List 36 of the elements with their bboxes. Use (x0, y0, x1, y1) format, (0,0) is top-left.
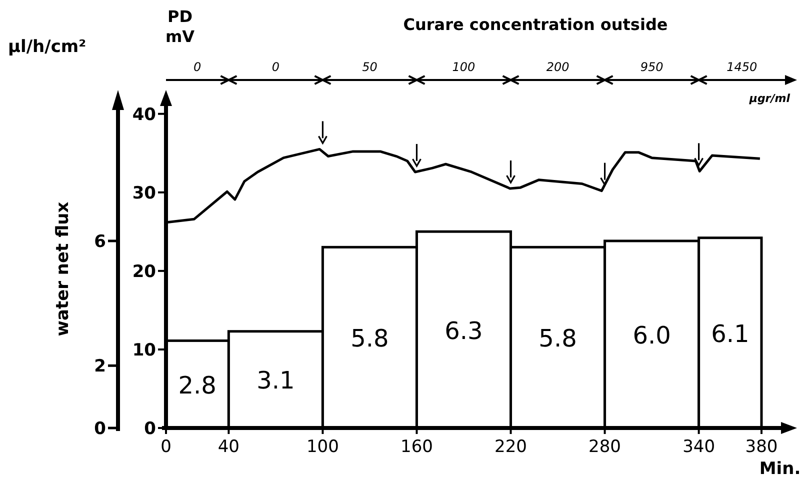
y-axis-title: water net flux (53, 202, 73, 336)
data-label: 3.1 (256, 366, 295, 395)
text: 1450 (726, 60, 758, 74)
y2-tick-label: 40 (132, 104, 156, 125)
data-label: 5.8 (350, 324, 389, 353)
text: 0 (194, 60, 202, 74)
text: µl/h/cm² (8, 37, 86, 57)
x-tick-label: 340 (682, 437, 716, 457)
y2-axis-title: PD mV (165, 7, 196, 46)
text: 0 (272, 60, 280, 74)
y2-tick-label: 20 (132, 262, 156, 282)
x-tick-label: 280 (588, 437, 622, 457)
y-tick-label: 0 (94, 419, 106, 439)
text: 200 (546, 60, 570, 74)
y2-tick-label: 0 (144, 419, 156, 439)
x-tick-label: 40 (218, 437, 240, 457)
y-tick-label: 2 (94, 356, 106, 377)
data-label: 6.0 (632, 321, 671, 350)
y2-tick-label: 30 (132, 183, 156, 204)
text: 100 (452, 60, 476, 74)
y-tick-label: 6 (94, 232, 106, 252)
x-tick-label: 160 (400, 437, 433, 457)
x-tick-label: 380 (745, 437, 778, 457)
data-label: 6.1 (711, 320, 750, 348)
x-tick-label: 220 (494, 437, 527, 457)
x-tick-label: 100 (306, 437, 339, 457)
text: µgr/ml (748, 92, 790, 105)
x-axis-title: Min. (759, 459, 801, 479)
chart-title: Curare concentration outside (403, 15, 668, 34)
x-tick-label: 0 (160, 437, 172, 457)
text: 950 (640, 60, 664, 74)
data-label: 5.8 (538, 324, 577, 353)
data-label: 6.3 (444, 316, 483, 345)
data-label: 2.8 (178, 371, 216, 400)
y2-tick-label: 10 (132, 340, 156, 360)
text: 50 (362, 60, 378, 74)
